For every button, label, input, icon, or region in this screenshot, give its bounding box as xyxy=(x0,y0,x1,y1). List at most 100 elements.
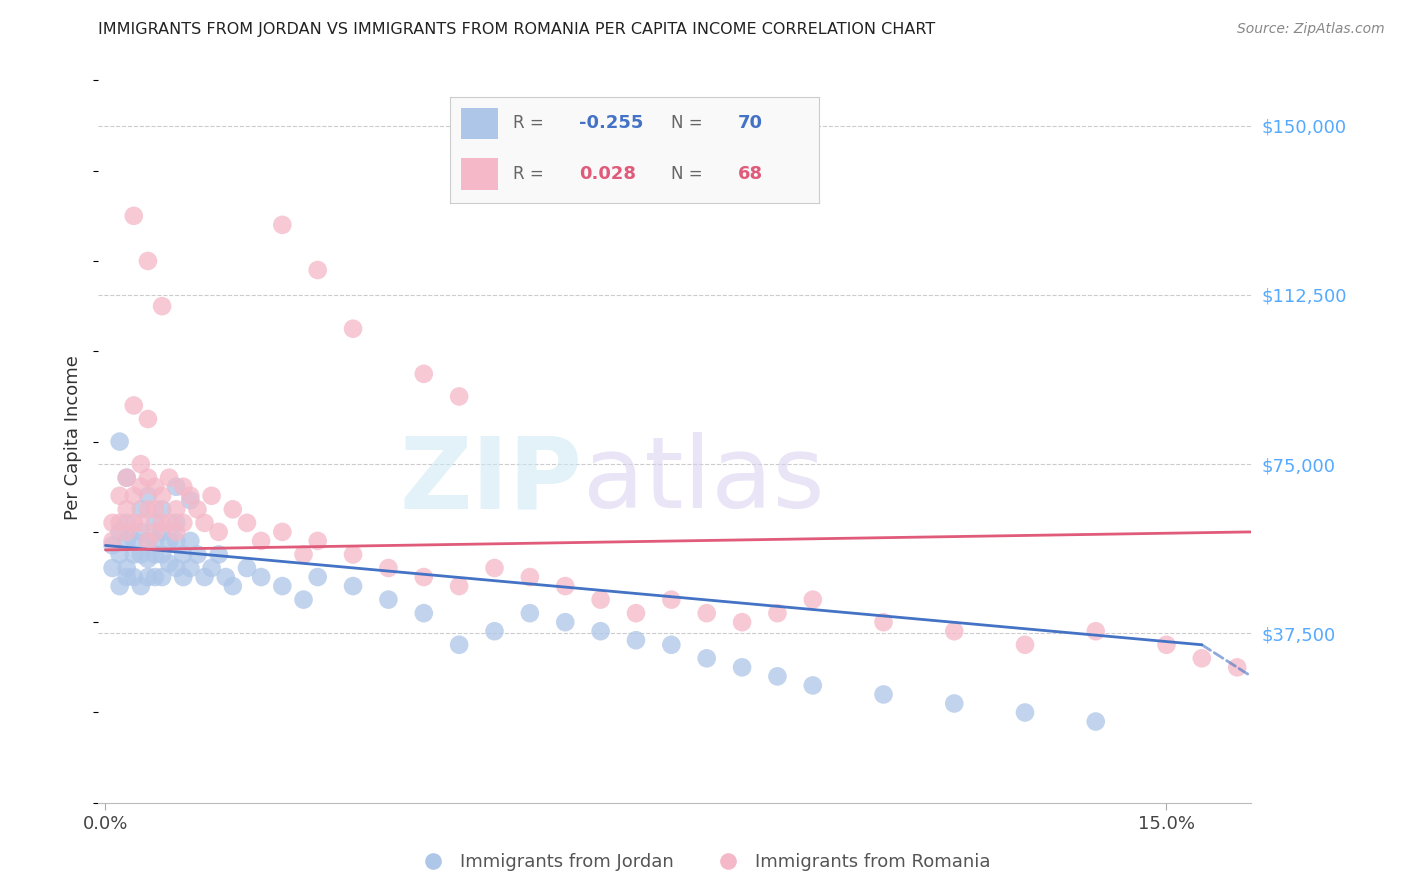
Point xyxy=(101,533,124,548)
Point xyxy=(589,624,612,639)
Point xyxy=(412,570,434,584)
Point xyxy=(115,471,138,485)
Point xyxy=(122,570,145,584)
Point xyxy=(731,615,754,630)
Point xyxy=(172,480,194,494)
Text: Source: ZipAtlas.com: Source: ZipAtlas.com xyxy=(1237,22,1385,37)
Point xyxy=(108,548,131,562)
Point xyxy=(122,548,145,562)
Point xyxy=(377,561,399,575)
Point xyxy=(157,471,180,485)
Text: IMMIGRANTS FROM JORDAN VS IMMIGRANTS FROM ROMANIA PER CAPITA INCOME CORRELATION : IMMIGRANTS FROM JORDAN VS IMMIGRANTS FRO… xyxy=(98,22,935,37)
Text: atlas: atlas xyxy=(582,433,824,530)
Point xyxy=(872,615,894,630)
Point xyxy=(449,389,471,403)
Point xyxy=(122,516,145,530)
Point xyxy=(250,533,273,548)
Point xyxy=(150,489,173,503)
Point xyxy=(589,592,612,607)
Point xyxy=(342,322,364,336)
Point xyxy=(101,561,124,575)
Point xyxy=(115,516,138,530)
Point xyxy=(129,579,152,593)
Point xyxy=(143,502,166,516)
Point xyxy=(150,524,173,539)
Point xyxy=(1084,714,1107,729)
Point xyxy=(150,548,173,562)
Point xyxy=(449,638,471,652)
Point xyxy=(377,592,399,607)
Point xyxy=(136,254,159,268)
Point xyxy=(1014,706,1036,720)
Point xyxy=(307,263,329,277)
Point xyxy=(108,524,131,539)
Point xyxy=(342,579,364,593)
Point xyxy=(292,592,315,607)
Point xyxy=(136,412,159,426)
Point xyxy=(129,457,152,471)
Point xyxy=(115,561,138,575)
Point xyxy=(801,678,824,692)
Point xyxy=(271,524,294,539)
Point xyxy=(136,471,159,485)
Point xyxy=(200,489,222,503)
Point xyxy=(165,516,187,530)
Point xyxy=(215,570,238,584)
Point xyxy=(143,533,166,548)
Point xyxy=(143,516,166,530)
Point xyxy=(186,502,208,516)
Point xyxy=(136,533,159,548)
Point xyxy=(179,533,201,548)
Point xyxy=(193,570,215,584)
Point xyxy=(208,524,231,539)
Point xyxy=(122,399,145,413)
Point xyxy=(115,524,138,539)
Point xyxy=(208,548,231,562)
Point xyxy=(136,552,159,566)
Point xyxy=(271,579,294,593)
Point xyxy=(101,538,124,552)
Point xyxy=(136,570,159,584)
Point xyxy=(157,557,180,571)
Point xyxy=(172,548,194,562)
Point xyxy=(412,606,434,620)
Point xyxy=(143,524,166,539)
Point xyxy=(150,570,173,584)
Point xyxy=(165,480,187,494)
Point xyxy=(943,697,966,711)
Point xyxy=(115,533,138,548)
Point xyxy=(342,548,364,562)
Point xyxy=(484,561,506,575)
Point xyxy=(186,548,208,562)
Point xyxy=(307,570,329,584)
Point xyxy=(115,570,138,584)
Point xyxy=(307,533,329,548)
Point xyxy=(222,579,245,593)
Point xyxy=(554,579,576,593)
Point xyxy=(165,561,187,575)
Point xyxy=(143,570,166,584)
Point xyxy=(136,489,159,503)
Point xyxy=(108,489,131,503)
Point xyxy=(136,502,159,516)
Point xyxy=(129,516,152,530)
Point xyxy=(519,606,541,620)
Point xyxy=(136,533,159,548)
Point xyxy=(1014,638,1036,652)
Point xyxy=(1191,651,1213,665)
Point xyxy=(696,606,718,620)
Point xyxy=(179,561,201,575)
Point xyxy=(157,533,180,548)
Point xyxy=(731,660,754,674)
Point xyxy=(943,624,966,639)
Point xyxy=(129,480,152,494)
Point xyxy=(172,570,194,584)
Point xyxy=(108,579,131,593)
Point xyxy=(659,592,682,607)
Point xyxy=(766,669,789,683)
Point xyxy=(872,688,894,702)
Point xyxy=(129,548,152,562)
Point xyxy=(122,209,145,223)
Point xyxy=(624,633,647,648)
Point xyxy=(165,524,187,539)
